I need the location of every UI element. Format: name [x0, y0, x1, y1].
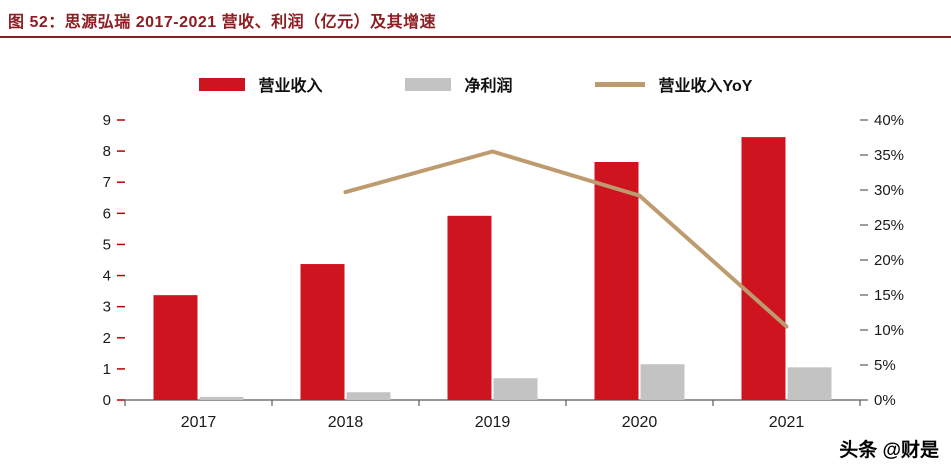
y-right-tick-label: 40%	[874, 112, 904, 129]
line-营业收入YoY	[343, 149, 789, 329]
chart-legend: 营业收入 净利润 营业收入YoY	[0, 72, 951, 96]
y-left-tick-label: 1	[103, 361, 111, 378]
y-right-tick-label: 15%	[874, 287, 904, 304]
bar-净利润-2019	[493, 378, 538, 400]
legend-item-net-profit: 净利润	[404, 72, 513, 96]
y-left-tick-label: 5	[103, 236, 111, 253]
legend-label-revenue: 营业收入	[258, 78, 323, 95]
x-axis-label: 2019	[475, 414, 511, 431]
bar-营业收入-2021	[741, 137, 786, 400]
y-left-tick-label: 0	[103, 392, 111, 409]
bar-营业收入-2020	[594, 162, 639, 400]
bar-净利润-2020	[640, 364, 685, 400]
y-left-tick-label: 2	[103, 330, 111, 347]
bar-营业收入-2019	[447, 215, 492, 400]
y-left-tick-label: 9	[103, 112, 111, 129]
y-right-tick-label: 30%	[874, 182, 904, 199]
x-axis-label: 2018	[328, 414, 364, 431]
y-right-tick-label: 5%	[874, 357, 896, 374]
y-right-tick-label: 0%	[874, 392, 896, 409]
legend-item-revenue: 营业收入	[198, 72, 323, 96]
bar-净利润-2021	[787, 367, 832, 400]
x-axis-label: 2017	[181, 414, 217, 431]
legend-swatch-revenue	[198, 77, 245, 91]
bar-净利润-2018	[346, 392, 391, 400]
y-right-tick-label: 25%	[874, 217, 904, 234]
bar-营业收入-2017	[153, 295, 198, 400]
legend-swatch-net-profit	[404, 77, 451, 91]
bar-营业收入-2018	[300, 264, 345, 400]
legend-label-yoy: 营业收入YoY	[658, 78, 753, 95]
x-axis-label: 2021	[769, 414, 805, 431]
y-left-tick-label: 8	[103, 143, 111, 160]
y-left-tick-label: 7	[103, 174, 111, 191]
watermark: 头条 @财是	[839, 440, 939, 461]
y-left-tick-label: 4	[103, 268, 111, 285]
legend-item-yoy: 营业收入YoY	[594, 72, 753, 96]
y-right-tick-label: 20%	[874, 252, 904, 269]
legend-swatch-yoy	[594, 81, 645, 87]
title-divider	[0, 36, 951, 38]
x-axis-label: 2020	[622, 414, 658, 431]
y-right-tick-label: 10%	[874, 322, 904, 339]
y-right-tick-label: 35%	[874, 147, 904, 164]
y-left-tick-label: 3	[103, 299, 111, 316]
figure-title: 图 52：思源弘瑞 2017-2021 营收、利润（亿元）及其增速	[8, 14, 437, 31]
legend-label-net-profit: 净利润	[464, 78, 513, 95]
y-left-tick-label: 6	[103, 205, 111, 222]
bar-净利润-2017	[199, 396, 244, 400]
